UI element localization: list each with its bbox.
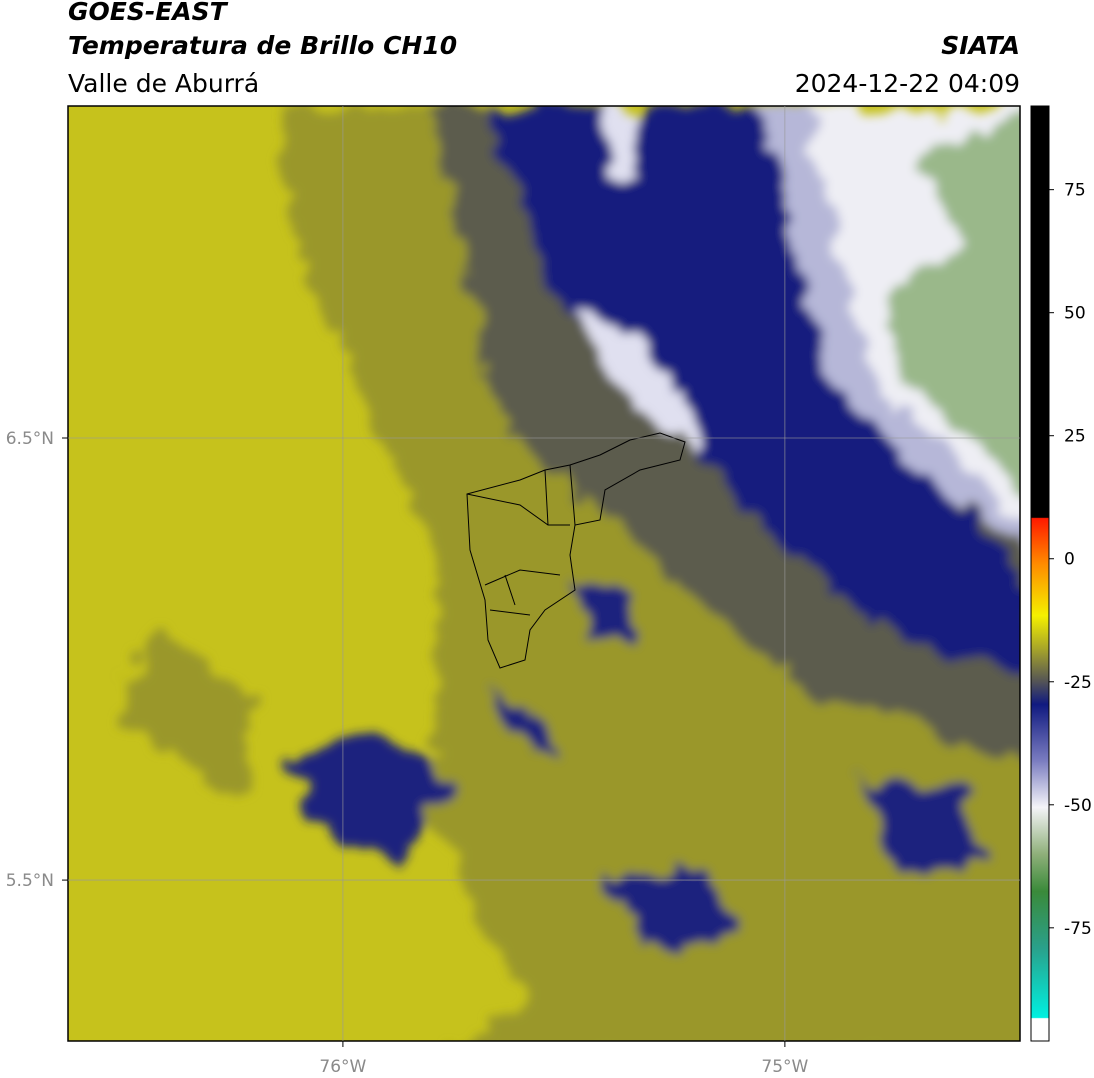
colorbar-tick-label: -75 — [1064, 919, 1092, 939]
field-white-streak — [580, 106, 700, 460]
municipal-boundaries — [466, 432, 686, 669]
source: SIATA — [941, 31, 1020, 60]
y-tick-label: 5.5°N — [6, 871, 54, 891]
colorbar-tick-label: 75 — [1064, 181, 1086, 201]
x-tick-label: 75°W — [761, 1057, 808, 1077]
field-olive — [120, 620, 860, 1041]
colorbar-tick-label: 25 — [1064, 427, 1086, 447]
map-frame — [67, 105, 1021, 1042]
region: Valle de Aburrá — [68, 69, 259, 98]
title: GOES-EAST — [68, 0, 229, 26]
colorbar-tick-label: 50 — [1064, 304, 1086, 324]
colorbar-tick-label: 0 — [1064, 550, 1075, 570]
x-tick-label: 76°W — [319, 1057, 366, 1077]
colorbar — [1030, 105, 1050, 1042]
map-field — [68, 106, 1020, 1041]
colorbar-tick-label: -25 — [1064, 673, 1092, 693]
boundary — [466, 464, 576, 616]
field-green — [890, 115, 1020, 483]
field-navy-blob — [280, 580, 990, 950]
colorbar-tick-label: -50 — [1064, 796, 1092, 816]
timestamp: 2024-12-22 04:09 — [795, 69, 1020, 98]
field-navy — [480, 106, 1020, 674]
boundary — [466, 432, 686, 669]
subtitle: Temperatura de Brillo CH10 — [68, 31, 457, 60]
field-shapes — [120, 106, 1020, 1041]
y-tick-label: 6.5°N — [6, 429, 54, 449]
